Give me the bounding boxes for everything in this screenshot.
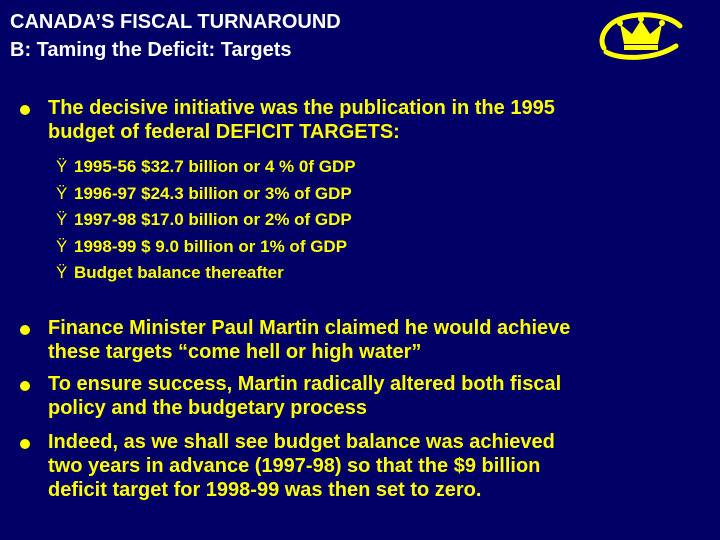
bullet-line: two years in advance (1997-98) so that t…: [48, 455, 541, 477]
bullet-line: deficit target for 1998-99 was then set …: [48, 479, 482, 501]
title-line-2: B: Taming the Deficit: Targets: [10, 39, 292, 61]
bullet-line: policy and the budgetary process: [48, 397, 367, 419]
sub-bullet-marker: Ÿ: [56, 263, 68, 282]
bullet-line: budget of federal DEFICIT TARGETS:: [48, 121, 400, 143]
deficit-targets-list: Ÿ 1995-56 $32.7 billion or 4 % 0f GDP Ÿ 19…: [56, 154, 656, 287]
target-item: Ÿ 1995-56 $32.7 billion or 4 % 0f GDP: [56, 154, 656, 181]
bullet-line: To ensure success, Martin radically alte…: [48, 373, 562, 395]
bullet-text: To ensure success, Martin radically alte…: [48, 372, 710, 420]
target-item: Ÿ 1996-97 $24.3 billion or 3% of GDP: [56, 181, 656, 208]
sub-bullet-marker: Ÿ: [56, 157, 68, 176]
bullet-line: these targets “come hell or high water”: [48, 341, 422, 363]
target-item: Ÿ 1997-98 $17.0 billion or 2% of GDP: [56, 207, 656, 234]
sub-bullet-marker: Ÿ: [56, 210, 68, 229]
bullet-dot-icon: [20, 439, 30, 449]
bullet-text: Finance Minister Paul Martin claimed he …: [48, 316, 710, 364]
slide-title: CANADA’S FISCAL TURNAROUND B: Taming the…: [10, 8, 570, 64]
bullet-dot-icon: [20, 325, 30, 335]
target-item: Ÿ Budget balance thereafter: [56, 260, 656, 287]
bullet-dot-icon: [20, 105, 30, 115]
bullet-line: Finance Minister Paul Martin claimed he …: [48, 317, 571, 339]
target-item: Ÿ 1998-99 $ 9.0 billion or 1% of GDP: [56, 234, 656, 261]
crown-logo-icon: [599, 12, 683, 60]
bullet-text: The decisive initiative was the publicat…: [48, 96, 710, 144]
bullet-line: The decisive initiative was the publicat…: [48, 97, 555, 119]
bullet-item-4: Indeed, as we shall see budget balance w…: [20, 430, 710, 502]
sub-bullet-marker: Ÿ: [56, 183, 68, 203]
bullet-item-3: To ensure success, Martin radically alte…: [20, 372, 710, 420]
sub-bullet-marker: Ÿ: [56, 236, 68, 256]
title-line-1: CANADA’S FISCAL TURNAROUND: [10, 11, 341, 33]
bullet-text: Indeed, as we shall see budget balance w…: [48, 430, 710, 502]
bullet-item-2: Finance Minister Paul Martin claimed he …: [20, 316, 710, 364]
bullet-item-1: The decisive initiative was the publicat…: [20, 96, 710, 144]
bullet-line: Indeed, as we shall see budget balance w…: [48, 431, 555, 453]
bullet-dot-icon: [20, 381, 30, 391]
